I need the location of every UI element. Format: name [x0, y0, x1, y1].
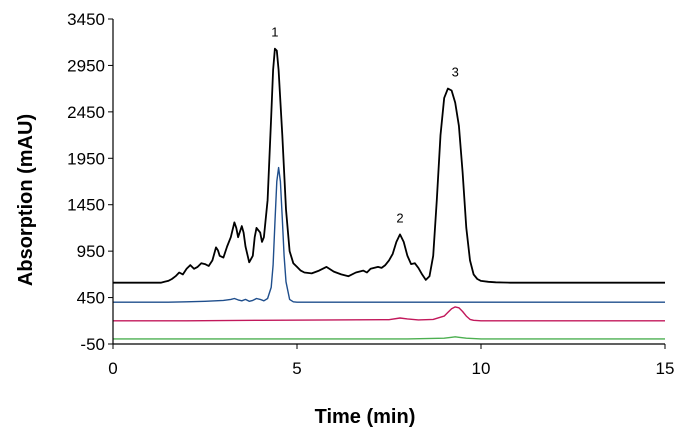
peak-label-2: 2 — [396, 210, 403, 225]
y-tick-label: -50 — [80, 335, 105, 354]
x-axis-title: Time (min) — [315, 406, 416, 428]
y-tick-label: 1950 — [67, 149, 105, 168]
peak-label-3: 3 — [452, 65, 459, 80]
x-tick-label: 15 — [656, 359, 675, 378]
series-layer — [113, 47, 665, 340]
series-line-2 — [113, 166, 665, 303]
y-tick-label: 950 — [77, 242, 105, 261]
y-tick-label: 2450 — [67, 103, 105, 122]
y-tick-label: 3450 — [67, 10, 105, 29]
y-tick-label: 2950 — [67, 56, 105, 75]
x-tick-label: 0 — [108, 359, 117, 378]
x-tick-label: 10 — [472, 359, 491, 378]
axes-layer: -50 450 950 1450 1950 2450 2950 3450 0 5 10 15 — [67, 10, 674, 378]
peak-label-1: 1 — [271, 25, 278, 40]
x-tick-label: 5 — [292, 359, 301, 378]
series-line-4 — [113, 336, 665, 340]
series-line-3 — [113, 306, 665, 322]
y-axis-title: Absorption (mAU) — [15, 114, 37, 286]
annotation-layer: 1 2 3 — [271, 25, 459, 226]
y-tick-label: 450 — [77, 289, 105, 308]
y-tick-label: 1450 — [67, 196, 105, 215]
series-line-1 — [113, 47, 665, 284]
